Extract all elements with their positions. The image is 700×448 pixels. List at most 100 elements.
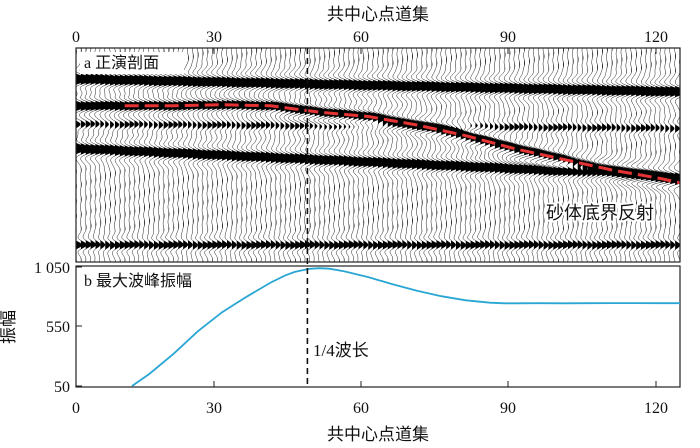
wiggle-trace	[84, 48, 103, 262]
wiggle-trace-fill	[567, 48, 580, 262]
wiggle-trace-fill	[300, 48, 312, 262]
wiggle-trace	[469, 48, 487, 262]
wiggle-trace	[586, 48, 604, 262]
panel-b-label: b 最大波峰振幅	[84, 272, 192, 290]
wiggle-trace	[562, 48, 581, 262]
y-tick-label: 550	[46, 319, 70, 336]
top-tick-label: 30	[206, 29, 222, 46]
wiggle-trace	[505, 48, 526, 262]
wiggle-trace	[449, 48, 469, 262]
wiggle-trace	[414, 48, 437, 262]
wiggle-trace	[656, 48, 680, 262]
wiggle-trace	[662, 48, 680, 262]
y-tick-labels: 1 050 550 50	[34, 260, 70, 396]
wiggle-trace	[673, 48, 680, 262]
wiggle-trace	[454, 48, 474, 262]
amplitude-series-line	[131, 267, 680, 387]
wiggle-trace	[474, 48, 492, 262]
bottom-tick-label: 90	[500, 400, 516, 417]
wiggle-traces	[76, 48, 691, 262]
wiggle-trace	[430, 48, 449, 262]
top-tick-label: 90	[500, 29, 516, 46]
wiggle-trace	[99, 48, 117, 262]
wiggle-trace-fill	[149, 48, 161, 262]
wiggle-trace	[552, 48, 570, 262]
wiggle-trace	[104, 48, 122, 262]
wiggle-trace	[597, 48, 624, 262]
reflector-line	[124, 103, 680, 185]
seismic-section-panel: a 正演剖面 砂体底界反射	[75, 47, 691, 263]
bottom-tick-label: 0	[72, 400, 80, 417]
wiggle-trace	[492, 48, 513, 262]
wiggle-trace	[612, 48, 642, 262]
wiggle-trace-fill	[582, 48, 595, 262]
wiggle-trace	[641, 48, 671, 262]
wiggle-trace-fill	[304, 48, 317, 262]
panel-b-frame	[75, 265, 681, 388]
wiggle-trace-fill	[285, 48, 298, 262]
wiggle-trace	[557, 48, 575, 262]
top-tick-labels: 0 30 60 90 120	[72, 29, 668, 46]
wiggle-trace	[590, 48, 610, 262]
wiggle-trace	[621, 48, 653, 262]
wiggle-trace	[571, 48, 591, 262]
wiggle-trace-fill	[280, 48, 293, 262]
wiggle-trace-fill	[592, 48, 604, 262]
wiggle-trace	[94, 48, 112, 262]
midline-label: 1/4波长	[313, 341, 369, 360]
wiggle-trace-fill	[144, 48, 156, 262]
wiggle-trace	[607, 48, 636, 262]
wiggle-trace	[405, 48, 426, 262]
wiggle-trace	[566, 48, 586, 262]
top-axis-title: 共中心点道集	[327, 5, 429, 24]
wiggle-trace	[617, 48, 648, 262]
y-axis-title: 振幅	[0, 310, 18, 344]
wiggle-trace	[636, 48, 667, 262]
wiggle-trace-fill	[485, 48, 497, 262]
wiggle-trace-fill	[670, 48, 680, 262]
wiggle-trace	[626, 48, 659, 262]
wiggle-trace-fill	[675, 48, 680, 262]
wiggle-trace-fill	[124, 48, 137, 262]
y-tick-label: 50	[54, 379, 70, 396]
wiggle-trace	[79, 48, 99, 262]
wiggle-trace-fill	[509, 48, 521, 262]
wiggle-trace	[651, 48, 680, 262]
wiggle-trace-fill	[416, 48, 432, 262]
wiggle-trace	[668, 48, 680, 262]
wiggle-trace-fill	[295, 48, 308, 262]
wiggle-trace-fill	[572, 48, 585, 262]
top-tick-label: 120	[644, 29, 668, 46]
wiggle-trace	[497, 48, 517, 262]
wiggle-trace	[478, 48, 498, 262]
wiggle-trace-fill	[490, 48, 503, 262]
y-axis-ticks	[76, 266, 82, 387]
wiggle-trace-fill	[412, 48, 426, 262]
wiggle-trace	[76, 48, 89, 262]
bottom-tick-label: 120	[644, 400, 668, 417]
panel-a-label-bg	[80, 52, 184, 74]
wiggle-trace	[593, 48, 617, 262]
wiggle-trace-fill	[597, 48, 610, 262]
panel-a-frame	[75, 47, 681, 263]
bottom-axis-ticks	[213, 381, 657, 387]
panel-a-label: a 正演剖面	[84, 54, 159, 72]
wiggle-trace	[509, 48, 531, 262]
bottom-axis-title: 共中心点道集	[327, 425, 429, 444]
wiggle-trace-fill	[680, 48, 691, 262]
bottom-tick-labels: 0 30 60 90 120	[72, 400, 668, 417]
wiggle-trace	[459, 48, 478, 262]
wiggle-trace-fill	[290, 48, 303, 262]
wiggle-trace	[581, 48, 600, 262]
amplitude-panel: b 最大波峰振幅 1/4波长	[75, 265, 681, 388]
bottom-tick-label: 60	[353, 400, 369, 417]
reflector-label: 砂体底界反射	[546, 203, 654, 223]
wiggle-trace-fill	[139, 48, 151, 262]
wiggle-trace	[501, 48, 522, 262]
wiggle-trace	[514, 48, 536, 262]
wiggle-trace	[631, 48, 663, 262]
top-axis-ticks	[213, 48, 657, 54]
wiggle-trace	[465, 48, 482, 262]
top-tick-label: 60	[353, 29, 369, 46]
